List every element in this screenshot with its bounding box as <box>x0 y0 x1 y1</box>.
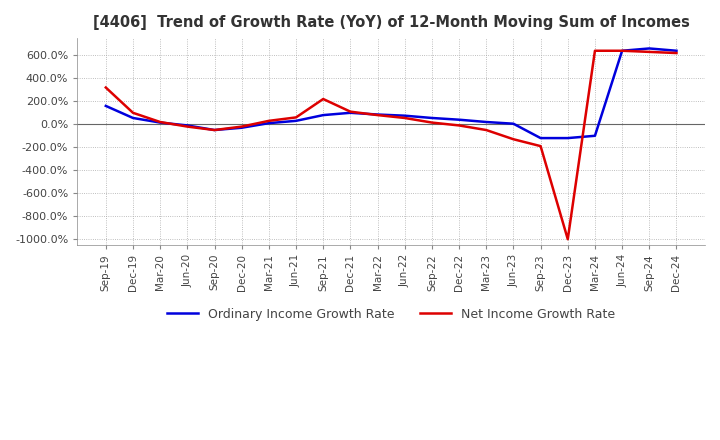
Ordinary Income Growth Rate <box>672 48 681 53</box>
Net Income Growth Rate <box>346 109 355 114</box>
Ordinary Income Growth Rate <box>156 120 164 125</box>
Ordinary Income Growth Rate <box>102 103 110 109</box>
Ordinary Income Growth Rate <box>645 46 654 51</box>
Legend: Ordinary Income Growth Rate, Net Income Growth Rate: Ordinary Income Growth Rate, Net Income … <box>162 303 620 326</box>
Net Income Growth Rate <box>509 136 518 142</box>
Ordinary Income Growth Rate <box>536 136 545 141</box>
Net Income Growth Rate <box>564 237 572 242</box>
Ordinary Income Growth Rate <box>238 125 246 130</box>
Net Income Growth Rate <box>156 119 164 125</box>
Net Income Growth Rate <box>129 110 138 115</box>
Ordinary Income Growth Rate <box>509 121 518 126</box>
Net Income Growth Rate <box>590 48 599 53</box>
Net Income Growth Rate <box>238 124 246 129</box>
Net Income Growth Rate <box>428 120 436 125</box>
Ordinary Income Growth Rate <box>129 115 138 121</box>
Net Income Growth Rate <box>373 113 382 118</box>
Ordinary Income Growth Rate <box>183 123 192 128</box>
Ordinary Income Growth Rate <box>618 48 626 53</box>
Net Income Growth Rate <box>264 118 273 124</box>
Net Income Growth Rate <box>210 128 219 133</box>
Net Income Growth Rate <box>319 96 328 102</box>
Net Income Growth Rate <box>455 123 464 128</box>
Title: [4406]  Trend of Growth Rate (YoY) of 12-Month Moving Sum of Incomes: [4406] Trend of Growth Rate (YoY) of 12-… <box>93 15 690 30</box>
Ordinary Income Growth Rate <box>264 121 273 126</box>
Net Income Growth Rate <box>102 85 110 90</box>
Ordinary Income Growth Rate <box>455 117 464 122</box>
Net Income Growth Rate <box>482 128 490 133</box>
Ordinary Income Growth Rate <box>373 112 382 117</box>
Net Income Growth Rate <box>536 143 545 149</box>
Ordinary Income Growth Rate <box>482 119 490 125</box>
Ordinary Income Growth Rate <box>428 115 436 121</box>
Net Income Growth Rate <box>672 51 681 56</box>
Ordinary Income Growth Rate <box>319 113 328 118</box>
Net Income Growth Rate <box>618 48 626 53</box>
Net Income Growth Rate <box>292 115 300 120</box>
Ordinary Income Growth Rate <box>564 136 572 141</box>
Ordinary Income Growth Rate <box>400 113 409 118</box>
Net Income Growth Rate <box>400 115 409 121</box>
Ordinary Income Growth Rate <box>210 128 219 133</box>
Net Income Growth Rate <box>183 124 192 129</box>
Net Income Growth Rate <box>645 49 654 55</box>
Ordinary Income Growth Rate <box>346 110 355 115</box>
Ordinary Income Growth Rate <box>590 133 599 139</box>
Ordinary Income Growth Rate <box>292 118 300 124</box>
Line: Ordinary Income Growth Rate: Ordinary Income Growth Rate <box>106 48 677 138</box>
Line: Net Income Growth Rate: Net Income Growth Rate <box>106 51 677 239</box>
